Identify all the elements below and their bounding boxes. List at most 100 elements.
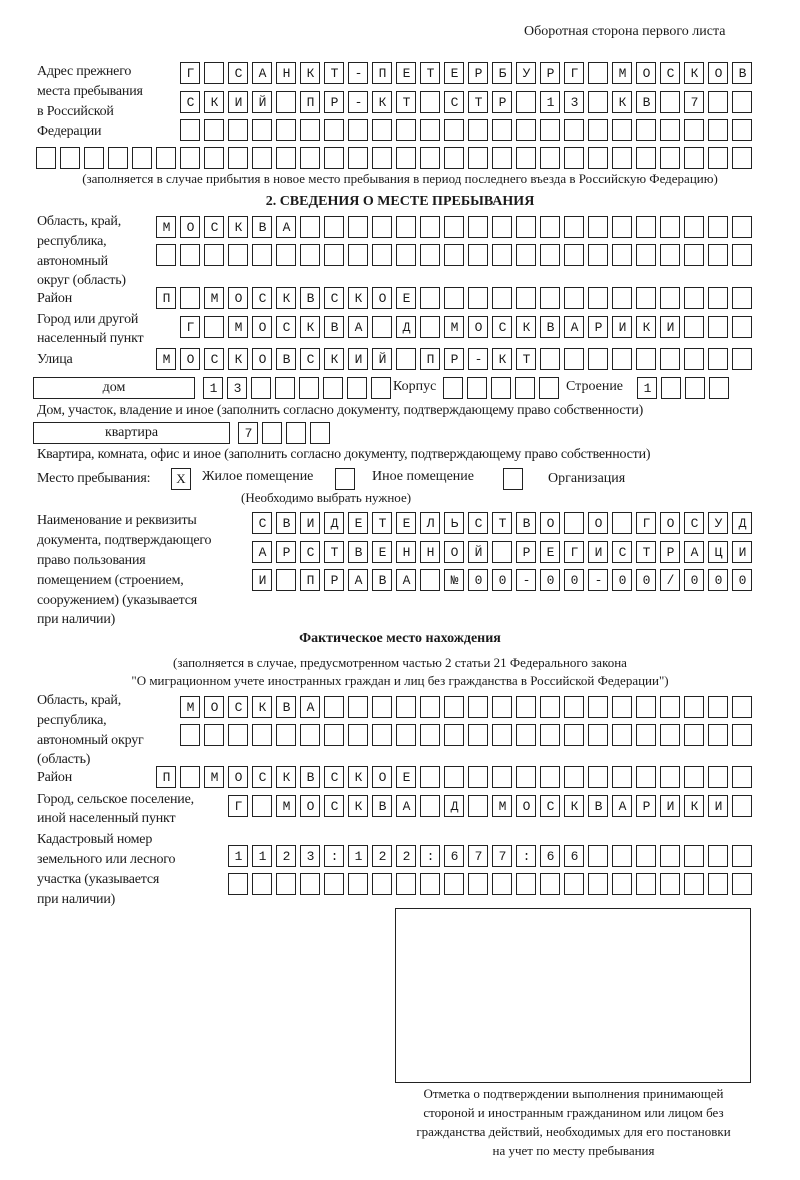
- char-cell[interactable]: [612, 348, 632, 370]
- char-cell[interactable]: [396, 91, 416, 113]
- previous-address-row-4[interactable]: [36, 147, 756, 169]
- char-cell[interactable]: [492, 541, 512, 563]
- char-cell[interactable]: [468, 348, 488, 370]
- char-cell[interactable]: [180, 244, 200, 266]
- char-cell[interactable]: [276, 845, 296, 867]
- char-cell[interactable]: [310, 422, 330, 444]
- char-cell[interactable]: [467, 377, 487, 399]
- char-cell[interactable]: [732, 795, 752, 817]
- char-cell[interactable]: [348, 696, 368, 718]
- char-cell[interactable]: [372, 316, 392, 338]
- char-cell[interactable]: [516, 845, 536, 867]
- char-cell[interactable]: [252, 91, 272, 113]
- char-cell[interactable]: [372, 244, 392, 266]
- char-cell[interactable]: [228, 795, 248, 817]
- actual-region-row-2[interactable]: [180, 724, 756, 746]
- char-cell[interactable]: [396, 873, 416, 895]
- char-cell[interactable]: [324, 512, 344, 534]
- char-cell[interactable]: [276, 795, 296, 817]
- char-cell[interactable]: [540, 62, 560, 84]
- char-cell[interactable]: [492, 766, 512, 788]
- char-cell[interactable]: [588, 569, 608, 591]
- char-cell[interactable]: [156, 766, 176, 788]
- char-cell[interactable]: [396, 766, 416, 788]
- char-cell[interactable]: [204, 147, 224, 169]
- char-cell[interactable]: [252, 541, 272, 563]
- char-cell[interactable]: [708, 348, 728, 370]
- char-cell[interactable]: [588, 147, 608, 169]
- char-cell[interactable]: [372, 91, 392, 113]
- char-cell[interactable]: [588, 541, 608, 563]
- char-cell[interactable]: [564, 512, 584, 534]
- char-cell[interactable]: [540, 244, 560, 266]
- char-cell[interactable]: [660, 119, 680, 141]
- char-cell[interactable]: [348, 91, 368, 113]
- char-cell[interactable]: [276, 569, 296, 591]
- char-cell[interactable]: [204, 766, 224, 788]
- char-cell[interactable]: [732, 147, 752, 169]
- char-cell[interactable]: [324, 696, 344, 718]
- char-cell[interactable]: [588, 873, 608, 895]
- char-cell[interactable]: [444, 119, 464, 141]
- char-cell[interactable]: [324, 541, 344, 563]
- char-cell[interactable]: [708, 696, 728, 718]
- char-cell[interactable]: [252, 845, 272, 867]
- char-cell[interactable]: [564, 91, 584, 113]
- char-cell[interactable]: [372, 216, 392, 238]
- char-cell[interactable]: [348, 216, 368, 238]
- char-cell[interactable]: [324, 244, 344, 266]
- char-cell[interactable]: [444, 216, 464, 238]
- char-cell[interactable]: [252, 316, 272, 338]
- street-cells[interactable]: МОСКОВСКИЙ ПР-КТ: [156, 348, 756, 370]
- char-cell[interactable]: [492, 287, 512, 309]
- char-cell[interactable]: [468, 316, 488, 338]
- char-cell[interactable]: [396, 348, 416, 370]
- char-cell[interactable]: [300, 541, 320, 563]
- char-cell[interactable]: [540, 541, 560, 563]
- char-cell[interactable]: [228, 244, 248, 266]
- char-cell[interactable]: [204, 119, 224, 141]
- char-cell[interactable]: [276, 873, 296, 895]
- char-cell[interactable]: [156, 287, 176, 309]
- char-cell[interactable]: [324, 216, 344, 238]
- char-cell[interactable]: [156, 244, 176, 266]
- char-cell[interactable]: [540, 348, 560, 370]
- char-cell[interactable]: [636, 216, 656, 238]
- char-cell[interactable]: [444, 541, 464, 563]
- char-cell[interactable]: [420, 873, 440, 895]
- char-cell[interactable]: [540, 696, 560, 718]
- char-cell[interactable]: [420, 287, 440, 309]
- char-cell[interactable]: [684, 62, 704, 84]
- char-cell[interactable]: [684, 348, 704, 370]
- char-cell[interactable]: [252, 244, 272, 266]
- char-cell[interactable]: [348, 569, 368, 591]
- char-cell[interactable]: [180, 348, 200, 370]
- char-cell[interactable]: [348, 244, 368, 266]
- char-cell[interactable]: [204, 316, 224, 338]
- char-cell[interactable]: [300, 795, 320, 817]
- char-cell[interactable]: [420, 766, 440, 788]
- char-cell[interactable]: [372, 348, 392, 370]
- char-cell[interactable]: [492, 569, 512, 591]
- char-cell[interactable]: [708, 244, 728, 266]
- char-cell[interactable]: [324, 147, 344, 169]
- char-cell[interactable]: [276, 316, 296, 338]
- char-cell[interactable]: [180, 147, 200, 169]
- char-cell[interactable]: [516, 766, 536, 788]
- char-cell[interactable]: [348, 119, 368, 141]
- char-cell[interactable]: [468, 873, 488, 895]
- house-number-cells[interactable]: 13: [203, 377, 395, 399]
- char-cell[interactable]: [324, 766, 344, 788]
- char-cell[interactable]: [396, 244, 416, 266]
- char-cell[interactable]: [252, 795, 272, 817]
- char-cell[interactable]: [540, 795, 560, 817]
- char-cell[interactable]: [660, 216, 680, 238]
- char-cell[interactable]: [300, 696, 320, 718]
- char-cell[interactable]: [564, 766, 584, 788]
- char-cell[interactable]: [252, 119, 272, 141]
- char-cell[interactable]: [396, 845, 416, 867]
- char-cell[interactable]: [227, 377, 247, 399]
- char-cell[interactable]: [180, 724, 200, 746]
- char-cell[interactable]: [540, 569, 560, 591]
- char-cell[interactable]: [468, 512, 488, 534]
